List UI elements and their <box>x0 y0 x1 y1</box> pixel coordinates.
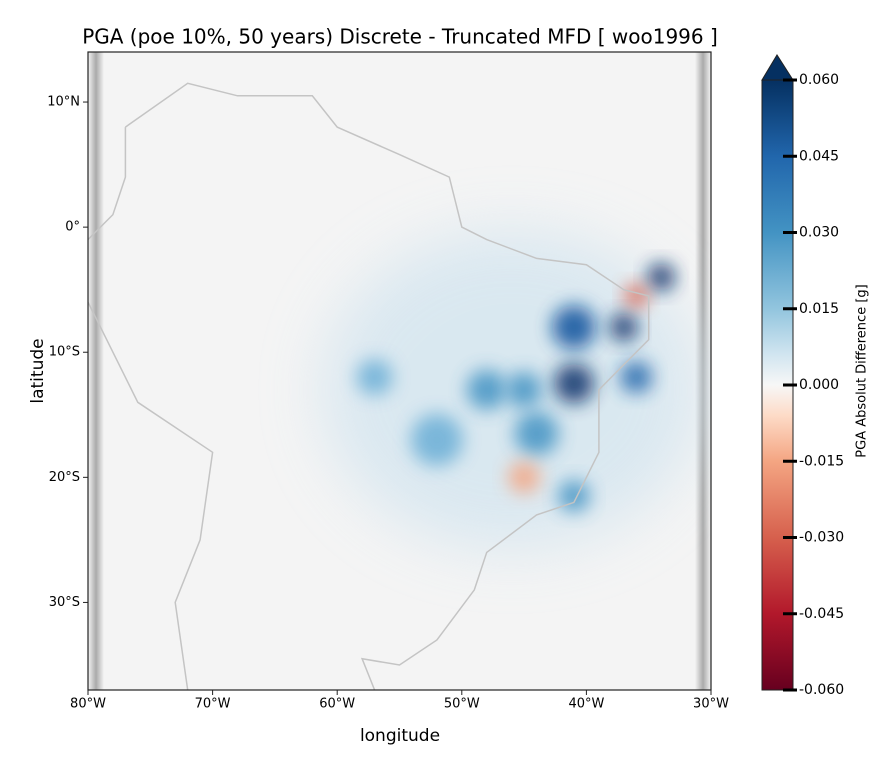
y-tick-label: 0° <box>65 220 80 235</box>
field-blob <box>466 369 507 410</box>
field-blob <box>551 305 596 350</box>
y-axis-label: latitude <box>28 338 48 403</box>
field-blob <box>506 371 543 408</box>
field-blob <box>508 461 541 494</box>
field-blob <box>356 359 393 396</box>
field-blob <box>609 313 638 342</box>
colorbar-label: PGA Absolut Difference [g] <box>855 284 870 457</box>
y-tick-label: 20°S <box>49 470 80 485</box>
field-blob <box>620 361 653 394</box>
colorbar-tick-label: -0.030 <box>799 530 844 546</box>
field-blob <box>557 480 590 513</box>
x-tick-label: 60°W <box>319 697 355 712</box>
colorbar-tick-label: 0.015 <box>799 301 839 317</box>
x-tick-label: 80°W <box>70 697 106 712</box>
colorbar-tick-label: 0.045 <box>799 148 839 164</box>
hazard-field <box>321 229 702 550</box>
map-title: PGA (poe 10%, 50 years) Discrete - Trunc… <box>82 25 718 49</box>
y-tick-label: 30°S <box>49 595 80 610</box>
map-area <box>88 52 711 690</box>
x-tick-label: 40°W <box>568 697 604 712</box>
x-tick-label: 30°W <box>693 697 729 712</box>
colorbar-tick-label: -0.015 <box>799 453 844 469</box>
x-axis-label: longitude <box>360 726 440 746</box>
y-tick-label: 10°S <box>49 345 80 360</box>
map-frame <box>87 51 712 691</box>
colorbar-tick-label: 0.030 <box>799 225 839 241</box>
edge-shade <box>88 52 104 690</box>
x-tick-label: 50°W <box>444 697 480 712</box>
coastline <box>88 82 650 690</box>
field-blob <box>647 263 676 292</box>
field-blob <box>410 413 463 466</box>
colorbar-extension <box>761 54 794 81</box>
field-blob <box>553 363 594 404</box>
edge-shade <box>695 52 711 690</box>
x-tick-label: 70°W <box>195 697 231 712</box>
y-tick-label: 10°N <box>47 95 80 110</box>
colorbar-tick-label: -0.060 <box>799 682 844 698</box>
colorbar-tick-label: 0.000 <box>799 377 839 393</box>
colorbar-tick-label: -0.045 <box>799 606 844 622</box>
field-blob <box>514 411 559 456</box>
colorbar-tick-label: 0.060 <box>799 72 839 88</box>
field-blob <box>624 283 649 308</box>
